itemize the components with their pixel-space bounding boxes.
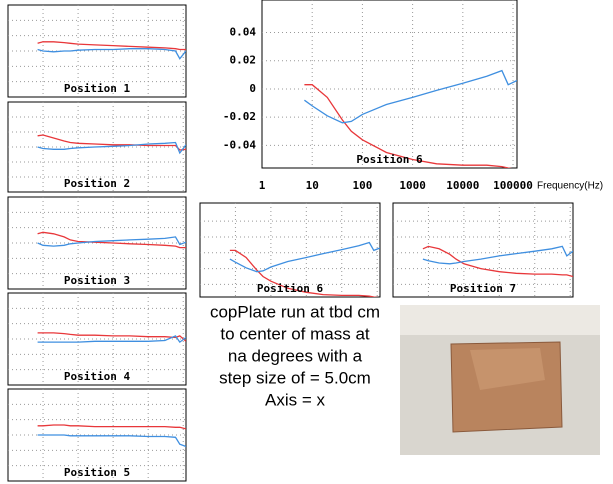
chart-title: Position 2 xyxy=(64,177,130,190)
plate-reflection xyxy=(470,348,545,390)
x-tick-label: 100 xyxy=(352,179,372,192)
caption-line: Axis = x xyxy=(265,390,325,409)
series-line xyxy=(304,84,513,168)
y-tick-label: 0.04 xyxy=(230,25,257,38)
caption-line: to center of mass at xyxy=(220,324,370,343)
y-tick-label: -0.04 xyxy=(223,138,256,151)
chart-title: Position 6 xyxy=(257,282,324,295)
chart-title: Position 3 xyxy=(64,274,130,287)
caption-line: step size of = 5.0cm xyxy=(219,368,371,387)
chart-title: Position 1 xyxy=(64,82,131,95)
series-line xyxy=(37,41,186,51)
y-tick-label: 0 xyxy=(249,82,256,95)
x-tick-label: 10 xyxy=(306,179,319,192)
chart-title: Position 7 xyxy=(450,282,516,295)
series-line xyxy=(229,249,379,297)
series-line xyxy=(229,241,380,273)
series-line xyxy=(37,335,186,344)
x-tick-label: 100000 xyxy=(493,179,533,192)
y-tick-label: -0.02 xyxy=(223,110,256,123)
series-line xyxy=(422,245,573,265)
series-line xyxy=(37,48,186,60)
series-line xyxy=(37,236,186,247)
series-line xyxy=(37,141,186,155)
photo-wall xyxy=(400,305,600,335)
x-axis-label: Frequency(Hz) xyxy=(537,181,603,192)
plot-area xyxy=(261,0,518,169)
x-tick-label: 1000 xyxy=(399,179,426,192)
x-tick-label: 1 xyxy=(259,179,266,192)
chart-title: Position 6 xyxy=(356,153,423,166)
caption-line: copPlate run at tbd cm xyxy=(210,302,380,321)
series-line xyxy=(37,434,186,448)
series-line xyxy=(37,231,186,249)
series-line xyxy=(304,69,517,124)
caption-line: na degrees with a xyxy=(228,346,363,365)
y-tick-label: 0.02 xyxy=(230,54,257,67)
series-line xyxy=(37,134,186,151)
x-tick-label: 10000 xyxy=(446,179,479,192)
chart-title: Position 4 xyxy=(64,370,131,383)
series-line xyxy=(422,245,573,278)
series-line xyxy=(37,424,186,430)
chart-title: Position 5 xyxy=(64,466,130,479)
